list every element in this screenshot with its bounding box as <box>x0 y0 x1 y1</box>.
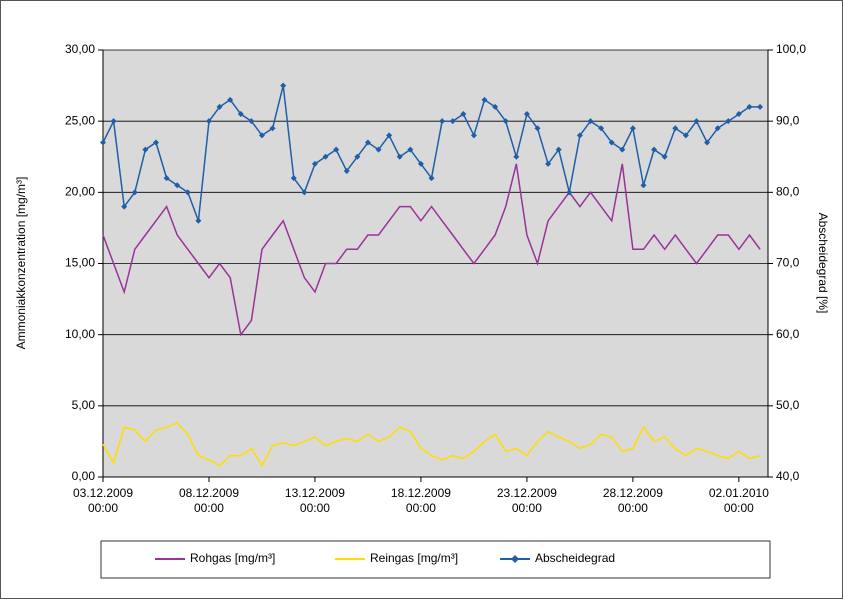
data-point <box>576 132 583 139</box>
data-point <box>354 153 361 160</box>
y-tick-label: 10,00 <box>65 327 95 341</box>
x-tick-label: 18.12.2009 00:00 <box>390 486 451 515</box>
data-point <box>608 139 615 146</box>
y-tick-label: 5,00 <box>72 398 96 412</box>
data-point <box>269 125 276 132</box>
data-point <box>290 175 297 182</box>
data-point <box>598 125 605 132</box>
series-line <box>102 163 761 337</box>
data-point <box>428 175 435 182</box>
data-point <box>121 203 128 210</box>
y-axis-label: Ammoniakkonzentration [mg/m³] <box>14 177 28 350</box>
data-point <box>333 146 340 153</box>
legend-label: Rohgas [mg/m³] <box>190 551 275 565</box>
data-point <box>195 217 202 224</box>
y-tick-label: 20,00 <box>65 185 95 199</box>
data-point <box>163 175 170 182</box>
data-point <box>280 82 287 89</box>
data-point <box>439 118 446 125</box>
data-point <box>386 132 393 139</box>
series-line <box>102 422 761 468</box>
data-point <box>364 139 371 146</box>
y2-tick-label: 100,0 <box>776 42 806 56</box>
y2-tick-label: 40,0 <box>776 469 800 483</box>
data-point <box>184 189 191 196</box>
data-point <box>396 153 403 160</box>
data-point <box>237 111 244 118</box>
data-point <box>449 118 456 125</box>
data-point <box>174 182 181 189</box>
x-tick-label: 23.12.2009 00:00 <box>496 486 557 515</box>
data-point <box>216 103 223 110</box>
y2-tick-label: 80,0 <box>776 185 800 199</box>
data-point <box>142 146 149 153</box>
data-point <box>619 146 626 153</box>
x-tick-label: 08.12.2009 00:00 <box>178 486 239 515</box>
data-point <box>481 96 488 103</box>
y2-tick-label: 90,0 <box>776 113 800 127</box>
data-point <box>693 118 700 125</box>
data-point <box>470 132 477 139</box>
data-point <box>757 103 764 110</box>
data-point <box>205 118 212 125</box>
data-point <box>311 160 318 167</box>
data-point <box>227 96 234 103</box>
data-point <box>725 118 732 125</box>
data-point <box>375 146 382 153</box>
data-point <box>651 146 658 153</box>
data-point <box>587 118 594 125</box>
data-point <box>545 160 552 167</box>
y2-tick-label: 70,0 <box>776 256 800 270</box>
data-point <box>672 125 679 132</box>
x-tick-label: 03.12.2009 00:00 <box>72 486 134 515</box>
data-point <box>629 125 636 132</box>
y-tick-label: 30,00 <box>65 42 95 56</box>
legend-box <box>100 540 771 579</box>
data-point <box>513 153 520 160</box>
legend-label: Reingas [mg/m³] <box>370 551 458 565</box>
data-point <box>131 189 138 196</box>
y2-tick-label: 60,0 <box>776 327 800 341</box>
data-point <box>661 153 668 160</box>
legend-marker <box>511 555 519 563</box>
data-point <box>407 146 414 153</box>
data-point <box>100 139 106 146</box>
y-tick-label: 25,00 <box>65 113 95 127</box>
y-tick-label: 0,00 <box>72 469 96 483</box>
data-point <box>248 118 255 125</box>
data-point <box>417 160 424 167</box>
data-point <box>322 153 329 160</box>
data-point <box>343 167 350 174</box>
data-point <box>714 125 721 132</box>
data-point <box>502 118 509 125</box>
data-point <box>566 189 573 196</box>
data-point <box>735 111 742 118</box>
data-point <box>640 182 647 189</box>
data-point <box>258 132 265 139</box>
data-point <box>492 103 499 110</box>
data-point <box>152 139 159 146</box>
data-point <box>523 111 530 118</box>
legend-label: Abscheidegrad <box>535 551 615 565</box>
x-tick-label: 28.12.2009 00:00 <box>602 486 663 515</box>
x-tick-label: 02.01.2010 00:00 <box>708 486 769 515</box>
y2-tick-label: 50,0 <box>776 398 800 412</box>
data-point <box>110 118 117 125</box>
data-point <box>746 103 753 110</box>
data-point <box>704 139 711 146</box>
data-point <box>534 125 541 132</box>
y-tick-label: 15,00 <box>65 256 95 270</box>
data-point <box>682 132 689 139</box>
y2-axis-label: Abscheidegrad [%] <box>816 213 830 314</box>
x-tick-label: 13.12.2009 00:00 <box>284 486 345 515</box>
data-point <box>301 189 308 196</box>
data-point <box>460 111 467 118</box>
data-point <box>555 146 562 153</box>
